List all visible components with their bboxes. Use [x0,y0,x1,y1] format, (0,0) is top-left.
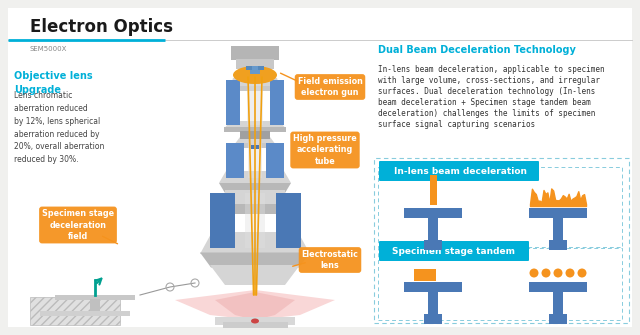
Bar [240,131,270,139]
FancyBboxPatch shape [379,241,529,261]
Bar [553,292,563,314]
Bar [549,240,567,250]
Bar [225,190,285,196]
Polygon shape [214,204,296,214]
Bar [209,193,234,248]
Bar [246,66,252,70]
Bar [226,79,240,125]
Bar [404,282,462,292]
Ellipse shape [529,268,538,277]
FancyBboxPatch shape [379,161,539,181]
Ellipse shape [577,268,586,277]
Bar [247,79,263,125]
Bar [245,193,265,248]
Text: SEM5000X: SEM5000X [30,46,67,52]
Bar [424,240,442,250]
Text: beam deceleration + Specimen stage tandem beam: beam deceleration + Specimen stage tande… [378,98,591,107]
Bar [230,85,280,90]
Bar [549,314,567,324]
Bar [414,269,436,281]
Text: Dual Beam Deceleration Technology: Dual Beam Deceleration Technology [378,45,576,55]
Bar [226,142,244,178]
Text: surfaces. Dual deceleration technology (In-lens: surfaces. Dual deceleration technology (… [378,87,595,96]
Bar [404,208,462,218]
Text: Objective lens
Upgrade: Objective lens Upgrade [14,71,93,95]
Bar [40,311,130,316]
Bar [215,317,295,325]
Bar [428,292,438,314]
Bar [90,299,100,315]
Text: High pressure
accelerating
tube: High pressure accelerating tube [293,134,357,165]
Text: Specimen stage
deceleration
field: Specimen stage deceleration field [42,209,114,241]
Text: Electron Optics: Electron Optics [30,18,173,36]
Text: Electrostatic
lens: Electrostatic lens [301,250,358,270]
Ellipse shape [233,66,277,84]
Text: surface signal capturing scenarios: surface signal capturing scenarios [378,120,535,129]
Polygon shape [219,171,291,183]
Polygon shape [210,265,300,285]
Bar [250,66,260,74]
Bar [270,79,284,125]
Bar [266,142,284,178]
Ellipse shape [554,268,563,277]
Polygon shape [200,232,310,254]
Bar [424,314,442,324]
Text: Specimen stage tandem: Specimen stage tandem [392,247,515,256]
Polygon shape [219,183,291,193]
Bar [428,218,438,240]
Bar [529,282,587,292]
Polygon shape [215,292,295,320]
Polygon shape [224,121,286,129]
Bar [429,175,436,205]
Polygon shape [230,78,280,88]
Bar [30,297,120,325]
Ellipse shape [541,268,550,277]
Bar [248,142,262,178]
Polygon shape [214,194,296,204]
Bar [223,322,287,328]
Text: Field emission
electron gun: Field emission electron gun [298,77,362,97]
Bar [231,46,279,60]
Ellipse shape [251,319,259,324]
Bar [529,208,587,218]
Text: deceleration) challenges the limits of specimen: deceleration) challenges the limits of s… [378,109,595,118]
Bar [55,294,135,299]
Bar [251,145,259,149]
Polygon shape [175,290,335,320]
Bar [234,142,276,147]
Bar [224,127,286,132]
Bar [258,66,264,70]
Bar [236,59,274,69]
Polygon shape [234,137,276,145]
Bar [275,193,301,248]
Text: In-lens beam deceleration: In-lens beam deceleration [394,166,527,176]
Text: Lens chromatic
aberration reduced
by 12%, lens spherical
aberration reduced by
2: Lens chromatic aberration reduced by 12%… [14,91,104,164]
Polygon shape [200,253,310,268]
Text: In-lens beam deceleration, applicable to specimen: In-lens beam deceleration, applicable to… [378,65,605,74]
Ellipse shape [566,268,575,277]
Text: with large volume, cross-sections, and irregular: with large volume, cross-sections, and i… [378,76,600,85]
Bar [553,218,563,240]
